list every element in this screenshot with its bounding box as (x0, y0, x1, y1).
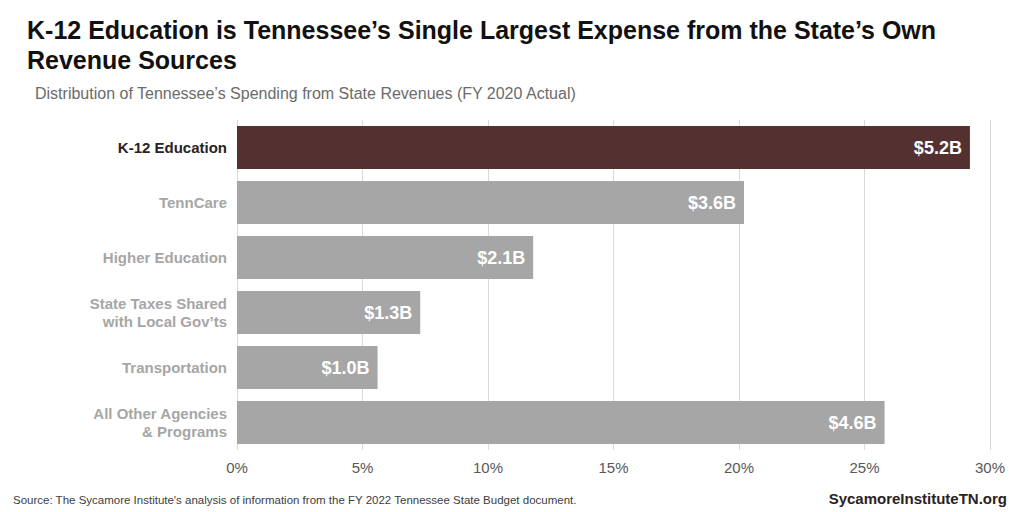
svg-text:K-12 Education: K-12 Education (118, 139, 227, 156)
svg-text:$3.6B: $3.6B (688, 193, 736, 213)
svg-text:TennCare: TennCare (159, 194, 227, 211)
svg-text:10%: 10% (473, 459, 503, 476)
svg-text:25%: 25% (849, 459, 879, 476)
svg-text:$5.2B: $5.2B (914, 138, 962, 158)
svg-text:& Programs: & Programs (142, 423, 227, 440)
svg-text:Higher Education: Higher Education (103, 249, 227, 266)
svg-text:All Other Agencies: All Other Agencies (93, 405, 227, 422)
svg-text:0%: 0% (226, 459, 248, 476)
svg-text:Revenue Sources: Revenue Sources (27, 46, 237, 74)
svg-text:SycamoreInstituteTN.org: SycamoreInstituteTN.org (829, 490, 1007, 507)
svg-text:Distribution of Tennessee’s Sp: Distribution of Tennessee’s Spending fro… (35, 85, 576, 102)
svg-text:$2.1B: $2.1B (477, 248, 525, 268)
svg-text:5%: 5% (352, 459, 374, 476)
svg-text:20%: 20% (724, 459, 754, 476)
svg-text:$1.0B: $1.0B (322, 358, 370, 378)
svg-text:Transportation: Transportation (122, 359, 227, 376)
svg-text:K-12 Education is Tennessee’s: K-12 Education is Tennessee’s Single Lar… (27, 16, 943, 44)
svg-text:$1.3B: $1.3B (364, 303, 412, 323)
svg-text:State Taxes Shared: State Taxes Shared (90, 295, 227, 312)
svg-text:30%: 30% (975, 459, 1005, 476)
svg-text:Source: The Sycamore Institute: Source: The Sycamore Institute's analysi… (13, 494, 576, 506)
svg-text:$4.6B: $4.6B (829, 413, 877, 433)
svg-text:with Local Gov’ts: with Local Gov’ts (102, 313, 227, 330)
svg-text:15%: 15% (598, 459, 628, 476)
